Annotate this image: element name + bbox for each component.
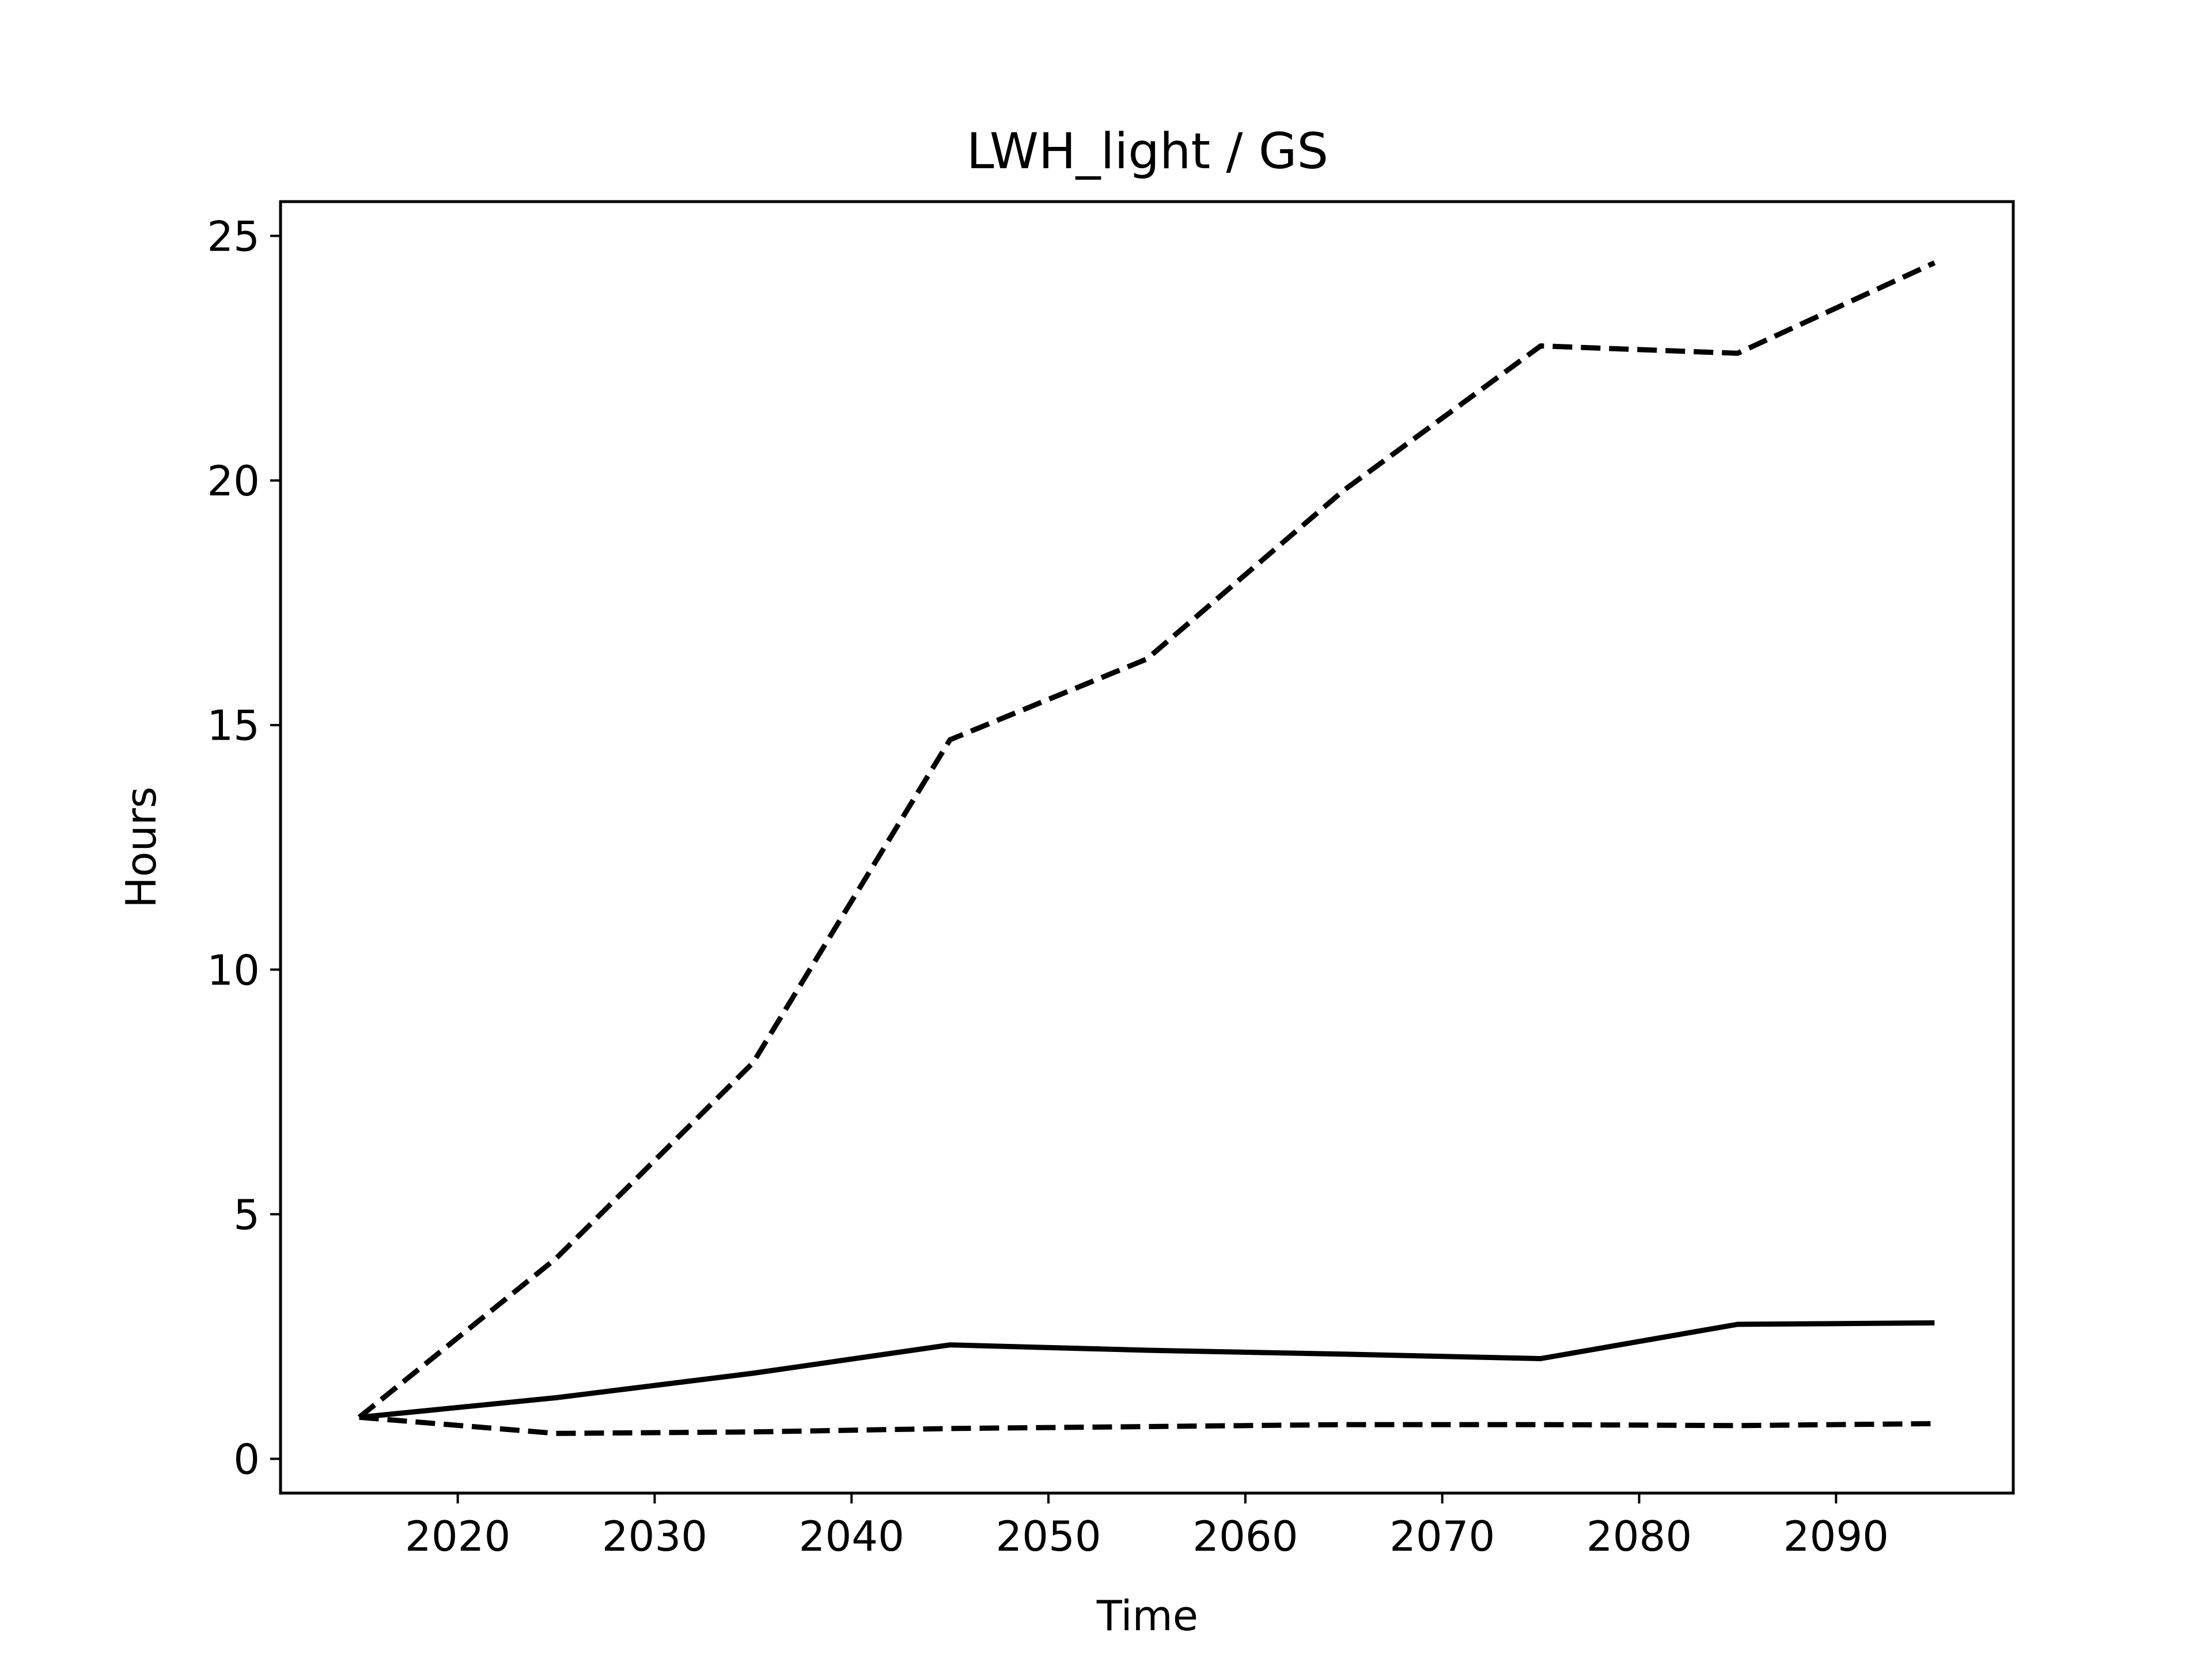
x-tick-label: 2030 (602, 1512, 707, 1560)
x-tick-label: 2020 (405, 1512, 510, 1560)
x-tick-label: 2040 (799, 1512, 904, 1560)
x-axis: 2020 2030 2040 2050 2060 2070 2080 2090 (405, 1493, 1889, 1560)
y-tick-label: 0 (233, 1435, 260, 1484)
x-axis-label: Time (1096, 1592, 1198, 1640)
series-line-1 (359, 1320, 1935, 1420)
y-tick-label: 10 (207, 946, 260, 994)
y-tick-label: 15 (207, 702, 260, 750)
y-axis-label: Hours (117, 787, 165, 908)
x-tick-label: 2060 (1192, 1512, 1298, 1560)
series-line-3 (359, 1414, 1935, 1436)
plot-lines (357, 260, 1936, 1436)
x-tick-label: 2080 (1586, 1512, 1692, 1560)
y-tick-label: 20 (207, 457, 260, 505)
y-axis: 0 5 10 15 20 25 (207, 212, 281, 1484)
x-tick-label: 2050 (995, 1512, 1101, 1560)
plot-frame (279, 200, 2015, 1495)
series-line-2 (357, 260, 1936, 1419)
y-tick-label: 5 (233, 1191, 260, 1239)
chart-title: LWH_light / GS (967, 123, 1328, 180)
x-tick-label: 2070 (1389, 1512, 1495, 1560)
y-tick-label: 25 (207, 212, 260, 260)
x-tick-label: 2090 (1783, 1512, 1889, 1560)
